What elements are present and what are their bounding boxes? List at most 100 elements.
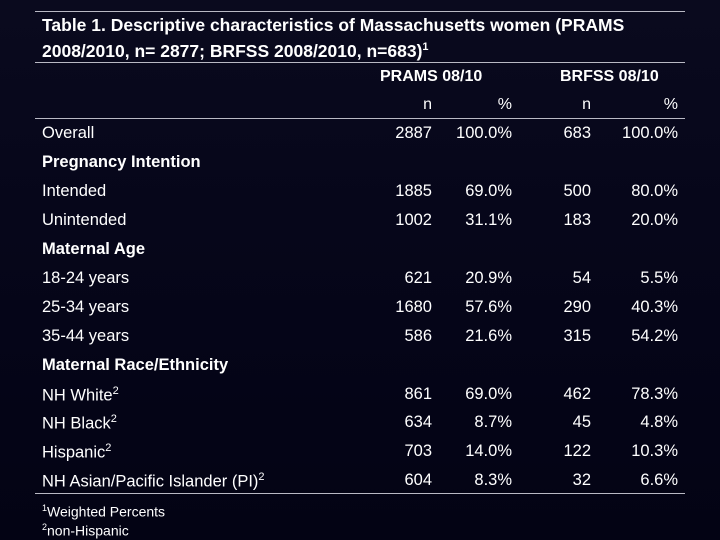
- brfss-pct-cell: 40.3%: [631, 298, 678, 316]
- brfss-n-cell: 122: [563, 442, 591, 460]
- footnote-marker: 2: [42, 522, 48, 532]
- row-footnote-marker: 2: [258, 471, 265, 483]
- row-label-text: Hispanic: [42, 443, 106, 462]
- row-label-text: Pregnancy Intention: [42, 153, 201, 171]
- header-brfss-pct: %: [663, 96, 678, 113]
- brfss-n-cell: 290: [563, 298, 591, 316]
- brfss-pct-cell: 100.0%: [622, 124, 678, 142]
- prams-pct-cell: 8.3%: [474, 471, 512, 489]
- brfss-pct-cell: 54.2%: [631, 327, 678, 345]
- section-row: Maternal Race/Ethnicity: [0, 356, 720, 382]
- row-footnote-marker: 2: [112, 385, 119, 397]
- row-label: 25-34 years: [42, 298, 129, 317]
- row-footnote-marker: 2: [105, 442, 112, 454]
- brfss-n-cell: 462: [563, 385, 591, 403]
- row-label: Overall: [42, 124, 94, 143]
- table-row: NH White2 861 69.0% 462 78.3%: [0, 385, 720, 411]
- footnote-text: non-Hispanic: [47, 522, 129, 539]
- footnote: 1Weighted Percents: [42, 499, 165, 521]
- prams-n-cell: 1002: [395, 211, 432, 229]
- header-prams: PRAMS 08/10: [380, 68, 483, 85]
- brfss-pct-cell: 80.0%: [631, 182, 678, 200]
- footnote-text: Weighted Percents: [47, 503, 166, 520]
- top-rule: [35, 11, 685, 12]
- row-label-text: Unintended: [42, 211, 127, 229]
- prams-n-cell: 861: [404, 385, 432, 403]
- section-label: Pregnancy Intention: [42, 153, 201, 172]
- brfss-pct-cell: 5.5%: [640, 269, 678, 287]
- header-brfss: BRFSS 08/10: [560, 68, 659, 85]
- title-footnote-marker: 1: [422, 41, 429, 53]
- bottom-rule: [35, 493, 685, 494]
- prams-pct-cell: 31.1%: [465, 211, 512, 229]
- brfss-pct-cell: 4.8%: [640, 413, 678, 431]
- brfss-pct-cell: 78.3%: [631, 385, 678, 403]
- prams-pct-cell: 8.7%: [474, 413, 512, 431]
- brfss-n-cell: 183: [563, 211, 591, 229]
- row-label: NH Black2: [42, 413, 117, 434]
- header-rule: [35, 118, 685, 119]
- table-title: Table 1. Descriptive characteristics of …: [42, 14, 682, 62]
- section-row: Maternal Age: [0, 240, 720, 266]
- table-row: NH Asian/Pacific Islander (PI)2 604 8.3% 32…: [0, 471, 720, 497]
- prams-n-cell: 1680: [395, 298, 432, 316]
- section-row: Pregnancy Intention: [0, 153, 720, 179]
- row-label-text: NH Black: [42, 414, 111, 433]
- section-label: Maternal Race/Ethnicity: [42, 356, 228, 375]
- title-rule: [35, 62, 685, 63]
- prams-n-cell: 2887: [395, 124, 432, 142]
- brfss-n-cell: 45: [572, 413, 591, 431]
- row-label-text: 18-24 years: [42, 269, 130, 287]
- prams-pct-cell: 69.0%: [465, 182, 512, 200]
- table-row: Unintended 1002 31.1% 183 20.0%: [0, 211, 720, 237]
- row-label: Intended: [42, 182, 106, 201]
- table-row: 25-34 years 1680 57.6% 290 40.3%: [0, 298, 720, 324]
- prams-n-cell: 621: [404, 269, 432, 287]
- row-label: Unintended: [42, 211, 126, 230]
- brfss-pct-cell: 10.3%: [631, 442, 678, 460]
- row-label-text: Intended: [42, 182, 107, 200]
- table-title-text: Table 1. Descriptive characteristics of …: [42, 15, 625, 61]
- prams-pct-cell: 20.9%: [465, 269, 512, 287]
- row-label-text: 35-44 years: [42, 327, 130, 345]
- footnote-marker: 1: [42, 503, 48, 513]
- brfss-pct-cell: 20.0%: [631, 211, 678, 229]
- brfss-n-cell: 683: [563, 124, 591, 142]
- brfss-n-cell: 315: [563, 327, 591, 345]
- prams-n-cell: 586: [404, 327, 432, 345]
- prams-pct-cell: 14.0%: [465, 442, 512, 460]
- table-row: 18-24 years 621 20.9% 54 5.5%: [0, 269, 720, 295]
- section-label: Maternal Age: [42, 240, 145, 259]
- header-prams-n: n: [423, 96, 432, 113]
- table-row: 35-44 years 586 21.6% 315 54.2%: [0, 327, 720, 353]
- prams-pct-cell: 57.6%: [465, 298, 512, 316]
- row-label: NH Asian/Pacific Islander (PI)2: [42, 471, 265, 492]
- prams-n-cell: 604: [404, 471, 432, 489]
- row-label-text: Overall: [42, 124, 95, 142]
- row-label-text: Maternal Race/Ethnicity: [42, 356, 229, 374]
- row-label-text: Maternal Age: [42, 240, 145, 258]
- prams-n-cell: 1885: [395, 182, 432, 200]
- table-row: Overall 2887 100.0% 683 100.0%: [0, 124, 720, 150]
- footnote: 2non-Hispanic: [42, 518, 129, 540]
- row-footnote-marker: 2: [110, 413, 117, 425]
- prams-n-cell: 703: [404, 442, 432, 460]
- row-label: NH White2: [42, 385, 119, 406]
- table-row: Hispanic2 703 14.0% 122 10.3%: [0, 442, 720, 468]
- prams-pct-cell: 21.6%: [465, 327, 512, 345]
- row-label-text: 25-34 years: [42, 298, 130, 316]
- table-row: NH Black2 634 8.7% 45 4.8%: [0, 413, 720, 439]
- brfss-n-cell: 32: [572, 471, 591, 489]
- row-label: Hispanic2: [42, 442, 111, 463]
- header-prams-pct: %: [497, 96, 512, 113]
- row-label: 18-24 years: [42, 269, 129, 288]
- row-label-text: NH Asian/Pacific Islander (PI): [42, 472, 259, 491]
- brfss-pct-cell: 6.6%: [640, 471, 678, 489]
- row-label-text: NH White: [42, 386, 113, 405]
- prams-pct-cell: 69.0%: [465, 385, 512, 403]
- row-label: 35-44 years: [42, 327, 129, 346]
- table-row: Intended 1885 69.0% 500 80.0%: [0, 182, 720, 208]
- brfss-n-cell: 500: [563, 182, 591, 200]
- header-brfss-n: n: [582, 96, 591, 113]
